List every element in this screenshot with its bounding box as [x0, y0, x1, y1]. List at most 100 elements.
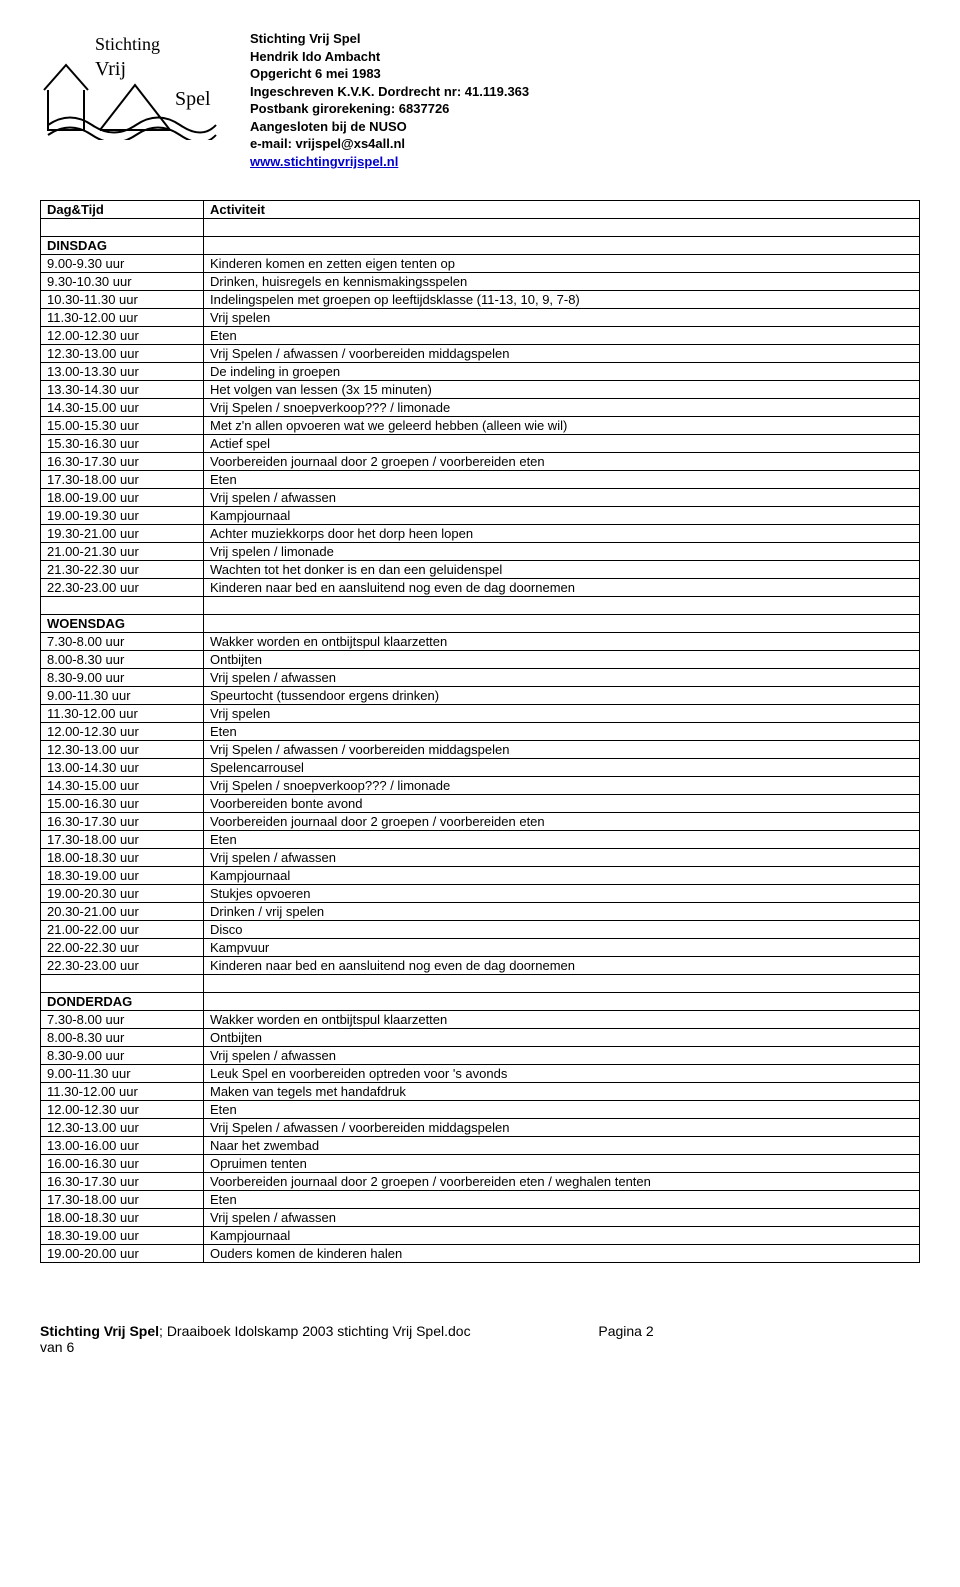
table-row: 16.30-17.30 uurVoorbereiden journaal doo…: [41, 1173, 920, 1191]
table-row: 9.00-9.30 uurKinderen komen en zetten ei…: [41, 255, 920, 273]
activity-cell: Eten: [204, 471, 920, 489]
time-cell: 17.30-18.00 uur: [41, 831, 204, 849]
activity-cell: Vrij spelen: [204, 309, 920, 327]
activity-cell: Vrij Spelen / snoepverkoop??? / limonade: [204, 777, 920, 795]
activity-cell: Stukjes opvoeren: [204, 885, 920, 903]
time-cell: 20.30-21.00 uur: [41, 903, 204, 921]
time-cell: 12.30-13.00 uur: [41, 345, 204, 363]
time-cell: 18.00-18.30 uur: [41, 1209, 204, 1227]
time-cell: 21.00-22.00 uur: [41, 921, 204, 939]
activity-cell: Vrij spelen / afwassen: [204, 1209, 920, 1227]
activity-cell: Kampvuur: [204, 939, 920, 957]
table-row: 10.30-11.30 uurIndelingspelen met groepe…: [41, 291, 920, 309]
org-bank: Postbank girorekening: 6837726: [250, 100, 529, 118]
activity-cell: Vrij Spelen / afwassen / voorbereiden mi…: [204, 345, 920, 363]
activity-cell: Speurtocht (tussendoor ergens drinken): [204, 687, 920, 705]
activity-cell: Voorbereiden journaal door 2 groepen / v…: [204, 813, 920, 831]
time-cell: 16.30-17.30 uur: [41, 813, 204, 831]
org-address: Hendrik Ido Ambacht: [250, 48, 529, 66]
time-cell: 15.00-16.30 uur: [41, 795, 204, 813]
activity-cell: Kinderen naar bed en aansluitend nog eve…: [204, 957, 920, 975]
time-cell: 10.30-11.30 uur: [41, 291, 204, 309]
org-email: e-mail: vrijspel@xs4all.nl: [250, 135, 529, 153]
table-row: 13.00-16.00 uurNaar het zwembad: [41, 1137, 920, 1155]
activity-cell: Kampjournaal: [204, 867, 920, 885]
time-cell: 22.00-22.30 uur: [41, 939, 204, 957]
activity-cell: Eten: [204, 327, 920, 345]
time-cell: 18.00-19.00 uur: [41, 489, 204, 507]
schedule-table: Dag&TijdActiviteit DINSDAG9.00-9.30 uurK…: [40, 200, 920, 1263]
time-cell: 17.30-18.00 uur: [41, 1191, 204, 1209]
table-row: 19.00-19.30 uurKampjournaal: [41, 507, 920, 525]
time-cell: 18.00-18.30 uur: [41, 849, 204, 867]
time-cell: 12.00-12.30 uur: [41, 327, 204, 345]
col-header-time: Dag&Tijd: [41, 201, 204, 219]
org-name: Stichting Vrij Spel: [250, 30, 529, 48]
time-cell: 13.00-16.00 uur: [41, 1137, 204, 1155]
time-cell: 18.30-19.00 uur: [41, 867, 204, 885]
time-cell: 15.30-16.30 uur: [41, 435, 204, 453]
table-row: 9.00-11.30 uurSpeurtocht (tussendoor erg…: [41, 687, 920, 705]
activity-cell: Disco: [204, 921, 920, 939]
time-cell: 12.30-13.00 uur: [41, 1119, 204, 1137]
activity-cell: Drinken / vrij spelen: [204, 903, 920, 921]
table-row: 8.00-8.30 uurOntbijten: [41, 1029, 920, 1047]
activity-cell: Vrij spelen / afwassen: [204, 1047, 920, 1065]
table-row: 14.30-15.00 uurVrij Spelen / snoepverkoo…: [41, 777, 920, 795]
org-website-link[interactable]: www.stichtingvrijspel.nl: [250, 154, 398, 169]
activity-cell: Kampjournaal: [204, 507, 920, 525]
time-cell: 9.00-11.30 uur: [41, 687, 204, 705]
svg-text:Stichting: Stichting: [95, 34, 160, 54]
svg-text:Spel: Spel: [175, 88, 211, 110]
table-row: 9.00-11.30 uurLeuk Spel en voorbereiden …: [41, 1065, 920, 1083]
time-cell: 8.00-8.30 uur: [41, 1029, 204, 1047]
org-founded: Opgericht 6 mei 1983: [250, 65, 529, 83]
activity-cell: Het volgen van lessen (3x 15 minuten): [204, 381, 920, 399]
blank-cell: [41, 975, 204, 993]
table-row: 21.00-22.00 uurDisco: [41, 921, 920, 939]
day-name: DONDERDAG: [41, 993, 204, 1011]
activity-cell: Vrij Spelen / afwassen / voorbereiden mi…: [204, 1119, 920, 1137]
time-cell: 16.30-17.30 uur: [41, 453, 204, 471]
activity-cell: Leuk Spel en voorbereiden optreden voor …: [204, 1065, 920, 1083]
time-cell: 19.00-20.00 uur: [41, 1245, 204, 1263]
day-name: WOENSDAG: [41, 615, 204, 633]
activity-cell: Vrij Spelen / afwassen / voorbereiden mi…: [204, 741, 920, 759]
table-row: 15.00-16.30 uurVoorbereiden bonte avond: [41, 795, 920, 813]
table-row: 12.30-13.00 uurVrij Spelen / afwassen / …: [41, 345, 920, 363]
time-cell: 19.00-20.30 uur: [41, 885, 204, 903]
blank-cell: [41, 597, 204, 615]
table-row: 18.30-19.00 uurKampjournaal: [41, 1227, 920, 1245]
svg-text:Vrij: Vrij: [95, 58, 126, 80]
table-row: 21.30-22.30 uurWachten tot het donker is…: [41, 561, 920, 579]
day-empty: [204, 993, 920, 1011]
time-cell: 9.00-11.30 uur: [41, 1065, 204, 1083]
time-cell: 8.00-8.30 uur: [41, 651, 204, 669]
table-row: 12.00-12.30 uurEten: [41, 1101, 920, 1119]
table-row: 8.30-9.00 uurVrij spelen / afwassen: [41, 1047, 920, 1065]
blank-cell: [204, 219, 920, 237]
activity-cell: Wachten tot het donker is en dan een gel…: [204, 561, 920, 579]
activity-cell: Indelingspelen met groepen op leeftijdsk…: [204, 291, 920, 309]
activity-cell: Vrij spelen / afwassen: [204, 489, 920, 507]
time-cell: 11.30-12.00 uur: [41, 705, 204, 723]
activity-cell: Vrij spelen / afwassen: [204, 669, 920, 687]
table-row: 11.30-12.00 uurVrij spelen: [41, 309, 920, 327]
table-row: 18.30-19.00 uurKampjournaal: [41, 867, 920, 885]
footer-of: van 6: [40, 1339, 74, 1355]
table-row: 17.30-18.00 uurEten: [41, 831, 920, 849]
time-cell: 11.30-12.00 uur: [41, 309, 204, 327]
table-row: 8.00-8.30 uurOntbijten: [41, 651, 920, 669]
time-cell: 12.00-12.30 uur: [41, 1101, 204, 1119]
day-empty: [204, 237, 920, 255]
day-empty: [204, 615, 920, 633]
table-row: 12.30-13.00 uurVrij Spelen / afwassen / …: [41, 1119, 920, 1137]
table-row: 21.00-21.30 uurVrij spelen / limonade: [41, 543, 920, 561]
activity-cell: Wakker worden en ontbijtspul klaarzetten: [204, 633, 920, 651]
table-row: 22.00-22.30 uurKampvuur: [41, 939, 920, 957]
table-row: 17.30-18.00 uurEten: [41, 471, 920, 489]
blank-cell: [41, 219, 204, 237]
time-cell: 8.30-9.00 uur: [41, 669, 204, 687]
blank-cell: [204, 975, 920, 993]
time-cell: 11.30-12.00 uur: [41, 1083, 204, 1101]
